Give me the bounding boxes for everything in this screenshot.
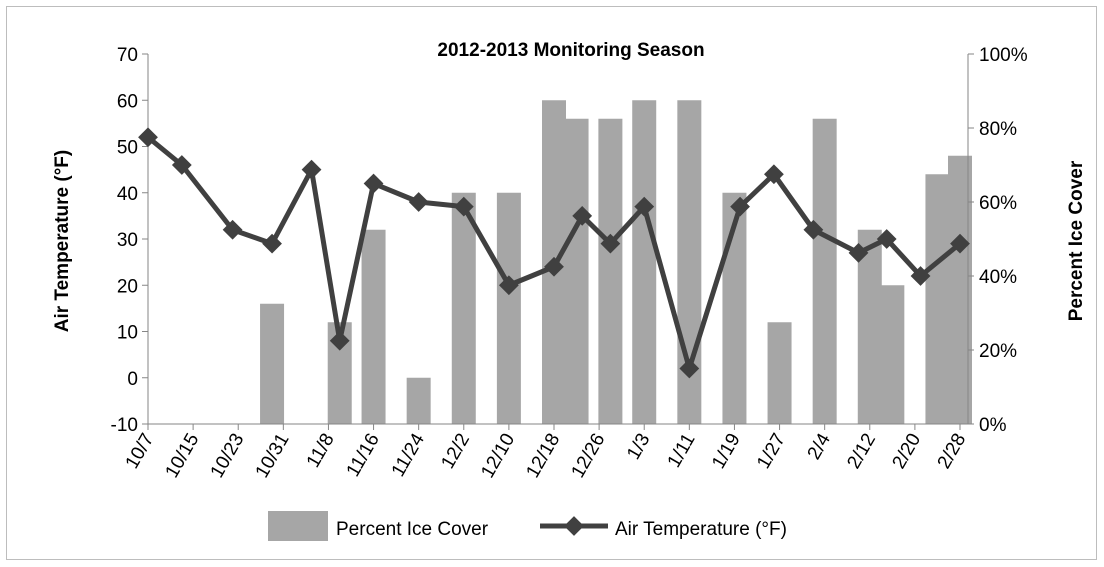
right-tick-label: 20% bbox=[979, 341, 1017, 362]
chart-title: 2012-2013 Monitoring Season bbox=[437, 40, 704, 61]
x-tick-label: 10/31 bbox=[252, 430, 294, 482]
ice-cover-bar bbox=[880, 285, 905, 424]
right-tick-label: 40% bbox=[979, 267, 1017, 288]
ice-cover-bar bbox=[812, 118, 837, 424]
air-temperature-marker bbox=[363, 173, 384, 194]
legend: Percent Ice Cover Air Temperature (°F) bbox=[268, 511, 787, 541]
right-tick-label: 0% bbox=[979, 415, 1007, 436]
ice-cover-bar bbox=[451, 192, 476, 424]
right-tick-label: 80% bbox=[979, 119, 1017, 140]
ice-cover-bar bbox=[598, 118, 623, 424]
left-axis-label: Air Temperature (°F) bbox=[52, 150, 73, 333]
left-tick-label: -10 bbox=[111, 415, 138, 436]
air-temperature-line bbox=[138, 127, 970, 379]
x-tick-label: 1/11 bbox=[664, 430, 700, 471]
right-tick-label: 60% bbox=[979, 193, 1017, 214]
x-tick-label: 1/27 bbox=[753, 430, 790, 473]
x-tick-label: 12/2 bbox=[437, 430, 474, 473]
x-tick-label: 11/8 bbox=[303, 430, 339, 471]
x-tick-label: 2/28 bbox=[934, 430, 971, 473]
left-tick-label: 60 bbox=[117, 91, 138, 112]
x-tick-label: 11/16 bbox=[343, 430, 384, 480]
legend-label-air-temp: Air Temperature (°F) bbox=[615, 519, 787, 540]
air-temperature-marker bbox=[222, 219, 243, 240]
left-tick-label: 10 bbox=[117, 323, 138, 344]
ice-cover-bar bbox=[406, 377, 431, 424]
air-temperature-marker bbox=[262, 233, 282, 254]
air-temperature-marker bbox=[408, 192, 429, 212]
x-tick-label: 2/4 bbox=[804, 430, 836, 464]
ice-cover-bar bbox=[857, 229, 882, 424]
air-temperature-marker bbox=[453, 196, 474, 217]
x-tick-label: 10/23 bbox=[207, 430, 249, 482]
x-tick-label: 12/10 bbox=[477, 430, 519, 482]
x-tick-label: 2/20 bbox=[889, 430, 926, 473]
right-tick-label: 100% bbox=[979, 45, 1028, 66]
left-tick-label: 30 bbox=[117, 230, 138, 251]
ice-cover-bar bbox=[925, 174, 950, 424]
ice-cover-bar bbox=[496, 192, 521, 424]
ice-cover-bars bbox=[260, 100, 972, 424]
air-temperature-polyline bbox=[146, 135, 962, 371]
left-tick-label: 20 bbox=[117, 276, 138, 297]
x-tick-label: 11/24 bbox=[388, 430, 429, 481]
x-tick-label: 1/3 bbox=[623, 430, 654, 463]
x-tick-label: 1/19 bbox=[708, 430, 745, 473]
legend-label-ice-cover: Percent Ice Cover bbox=[336, 519, 489, 540]
air-temperature-marker bbox=[329, 330, 350, 351]
left-tick-label: 0 bbox=[127, 369, 138, 390]
left-tick-label: 70 bbox=[117, 45, 138, 66]
ice-cover-bar bbox=[767, 322, 792, 424]
ice-cover-bar bbox=[260, 303, 285, 424]
x-tick-label: 10/7 bbox=[122, 430, 159, 473]
air-temperature-marker bbox=[301, 159, 322, 180]
air-temperature-marker bbox=[138, 127, 158, 148]
ice-cover-bar bbox=[632, 100, 657, 424]
chart-frame bbox=[6, 6, 1097, 560]
air-temperature-marker bbox=[679, 358, 700, 379]
x-tick-label: 2/12 bbox=[843, 430, 880, 473]
air-temperature-marker bbox=[171, 155, 192, 175]
legend-marker-air-temp bbox=[564, 516, 584, 536]
left-tick-label: 40 bbox=[117, 184, 138, 205]
air-temperature-marker bbox=[544, 256, 564, 277]
x-tick-label: 12/26 bbox=[567, 430, 609, 482]
x-tick-label: 10/15 bbox=[161, 430, 203, 482]
air-temperature-marker bbox=[498, 275, 519, 296]
x-tick-label: 12/18 bbox=[522, 430, 564, 482]
left-tick-label: 50 bbox=[117, 138, 138, 159]
right-axis-label: Percent Ice Cover bbox=[1066, 160, 1087, 321]
ice-cover-bar bbox=[564, 118, 589, 424]
ice-cover-bar bbox=[361, 229, 386, 424]
air-temperature-marker bbox=[910, 266, 931, 286]
legend-swatch-ice-cover bbox=[268, 511, 328, 541]
